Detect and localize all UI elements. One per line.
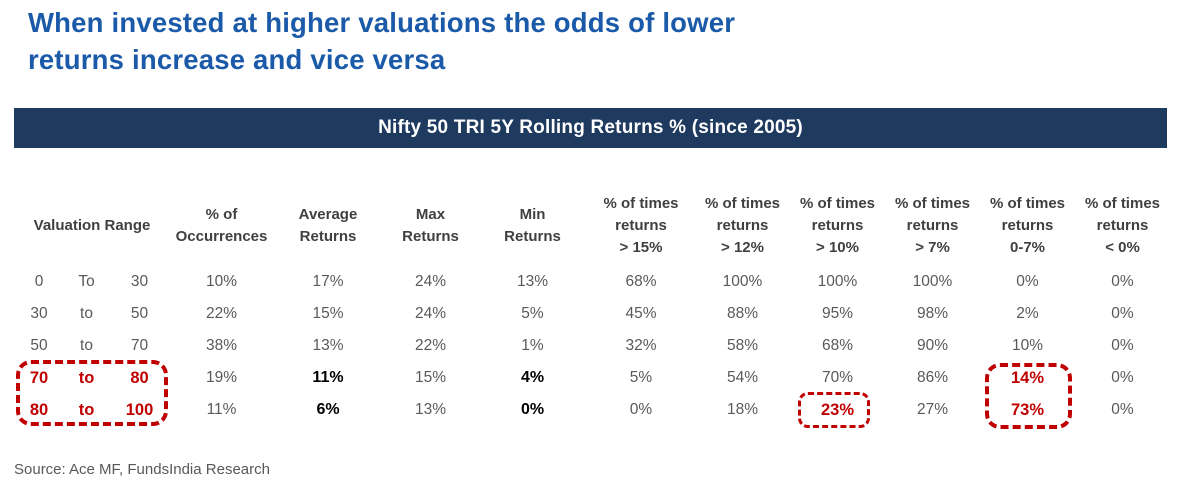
table-cell: 0% — [1111, 337, 1134, 354]
table-cell: 100% — [722, 273, 763, 290]
table-cell: 86% — [916, 369, 949, 386]
table-cell: 23% — [820, 400, 855, 419]
table-row-1: 30 to 50 22% 15% 24% 5% 45% 88% 95% 98% 2% 0% — [14, 298, 1170, 330]
table-row-3: 70 to 80 19% 11% 15% 4% 5% 54% 70% 86% 14% 0% — [14, 362, 1170, 394]
table-row-0: 0 To 30 10% 17% 24% 13% 68% 100% 100% 100% 0% 0% — [14, 266, 1170, 298]
table-cell: 90% — [916, 337, 949, 354]
table-cell: 13% — [312, 337, 344, 354]
rolling-returns-table: Valuation Range % of Occurrences Average Ret… — [14, 186, 1170, 426]
table-cell: 15% — [312, 305, 344, 322]
table-row-2: 50 to 70 38% 13% 22% 1% 32% 58% 68% 90% 10% 0% — [14, 330, 1170, 362]
table-cell: To — [78, 273, 95, 290]
column-header-1: % of Occurrences — [175, 206, 268, 245]
table-title-banner: Nifty 50 TRI 5Y Rolling Returns % (since… — [14, 108, 1167, 148]
table-cell: 13% — [414, 401, 447, 418]
column-header-9: % of times returns 0-7% — [989, 195, 1065, 256]
table-cell: 100 — [125, 400, 154, 419]
table-cell: 14% — [1010, 368, 1045, 387]
table-cell: 80 — [29, 400, 49, 419]
table-cell: 32% — [625, 337, 657, 354]
table-cell: 95% — [821, 305, 854, 322]
column-header-5: % of times returns > 15% — [603, 195, 679, 256]
table-cell: 5% — [521, 305, 544, 322]
table-cell: 0% — [1111, 369, 1134, 386]
table-cell: 70% — [821, 369, 854, 386]
table-cell: 22% — [205, 305, 238, 322]
table-cell: 11% — [312, 369, 344, 386]
table-cell: 0% — [629, 401, 653, 418]
table-cell: 19% — [205, 369, 238, 386]
table-cell: 18% — [726, 401, 759, 418]
column-header-6: % of times returns > 12% — [704, 195, 780, 256]
column-header-4: Min Returns — [504, 206, 561, 245]
table-row-4: 80 to 100 11% 6% 13% 0% 0% 18% 23% 27% 73% 0% — [14, 394, 1170, 426]
table-cell: 73% — [1010, 400, 1045, 419]
table-cell: 4% — [520, 369, 545, 386]
table-cell: 17% — [312, 273, 344, 290]
page-title-line-2: returns increase and vice versa — [28, 43, 446, 75]
table-cell: 70 — [29, 368, 49, 387]
table-cell: 2% — [1016, 305, 1039, 322]
table-cell: to — [78, 368, 95, 387]
table-cell: 0% — [1016, 273, 1039, 290]
table-cell: 0% — [1111, 401, 1134, 418]
column-header-10: % of times returns < 0% — [1084, 195, 1160, 256]
table-cell: 30 — [30, 305, 48, 322]
table-cell: 15% — [414, 369, 447, 386]
table-header: Valuation Range % of Occurrences Average Ret… — [14, 186, 1170, 266]
table-cell: 27% — [916, 401, 949, 418]
table-cell: 54% — [726, 369, 759, 386]
table-cell: 98% — [916, 305, 949, 322]
table-cell: 10% — [1011, 337, 1044, 354]
table-cell: 0% — [520, 401, 545, 418]
column-header-3: Max Returns — [402, 206, 459, 245]
page-title-line-1: When invested at higher valuations the o… — [28, 7, 736, 38]
table-cell: to — [80, 305, 93, 322]
table-cell: 1% — [521, 337, 544, 354]
table-cell: 30 — [130, 273, 149, 290]
table-cell: 6% — [316, 401, 340, 418]
table-cell: 88% — [726, 305, 759, 322]
page-title: When invested at higher valuations the o… — [28, 5, 735, 79]
table-cell: 50 — [30, 337, 48, 354]
table-cell: to — [80, 337, 93, 354]
table-cell: 50 — [130, 305, 149, 322]
table-cell: 68% — [821, 337, 854, 354]
table-body: 0 To 30 10% 17% 24% 13% 68% 100% 100% 100% 0% 0% 30 to… — [14, 266, 1170, 426]
table-cell: 100% — [817, 273, 858, 290]
table-cell: 100% — [912, 273, 953, 290]
column-header-0: Valuation Range — [33, 217, 151, 235]
table-cell: 0 — [34, 273, 44, 290]
table-cell: 0% — [1111, 273, 1134, 290]
table-cell: 10% — [205, 273, 238, 290]
table-cell: 22% — [414, 337, 447, 354]
table-cell: 5% — [629, 369, 653, 386]
column-header-7: % of times returns > 10% — [799, 195, 875, 256]
table-cell: 45% — [625, 305, 657, 322]
table-cell: 24% — [414, 273, 447, 290]
table-cell: 0% — [1111, 305, 1134, 322]
column-header-8: % of times returns > 7% — [894, 195, 970, 256]
table-cell: 11% — [206, 401, 237, 418]
table-cell: to — [78, 400, 95, 419]
source-attribution: Source: Ace MF, FundsIndia Research — [14, 461, 270, 478]
table-cell: 38% — [205, 337, 238, 354]
table-cell: 58% — [726, 337, 759, 354]
table-title-label: Nifty 50 TRI 5Y Rolling Returns % (since… — [378, 117, 803, 138]
table-cell: 70 — [130, 337, 149, 354]
table-cell: 24% — [414, 305, 447, 322]
column-header-2: Average Returns — [298, 206, 358, 245]
table-cell: 80 — [130, 368, 149, 387]
table-cell: 13% — [516, 273, 549, 290]
table-cell: 68% — [625, 273, 657, 290]
